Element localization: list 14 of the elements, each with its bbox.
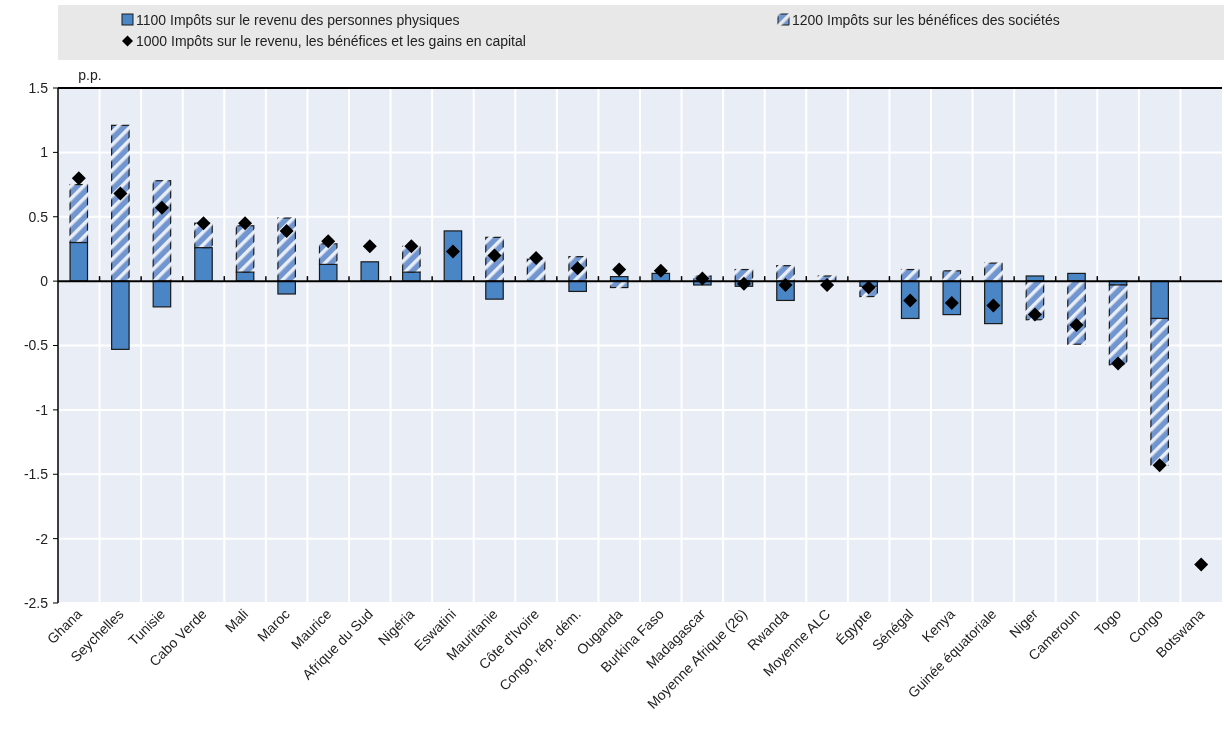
y-tick-label: -2.5 <box>23 594 49 611</box>
y-tick-label: 0.5 <box>28 208 49 225</box>
y-tick-label: -2 <box>35 530 49 547</box>
y-axis-title: p.p. <box>78 67 102 83</box>
legend-label: 1000 Impôts sur le revenu, les bénéfices et les gains en capital <box>136 33 526 49</box>
y-tick-label: -1.5 <box>23 466 49 483</box>
y-tick-label: -1 <box>35 401 49 418</box>
legend-label: 1100 Impôts sur le revenu des personnes physiques <box>136 12 460 28</box>
x-tick-label: Togo <box>1091 605 1125 639</box>
y-tick-label: -0.5 <box>23 337 49 354</box>
y-tick-label: 1 <box>40 144 49 161</box>
y-tick-label: 1.5 <box>28 79 49 96</box>
legend-label: 1200 Impôts sur les bénéfices des sociétés <box>792 12 1060 28</box>
y-tick-label: 0 <box>40 273 49 290</box>
